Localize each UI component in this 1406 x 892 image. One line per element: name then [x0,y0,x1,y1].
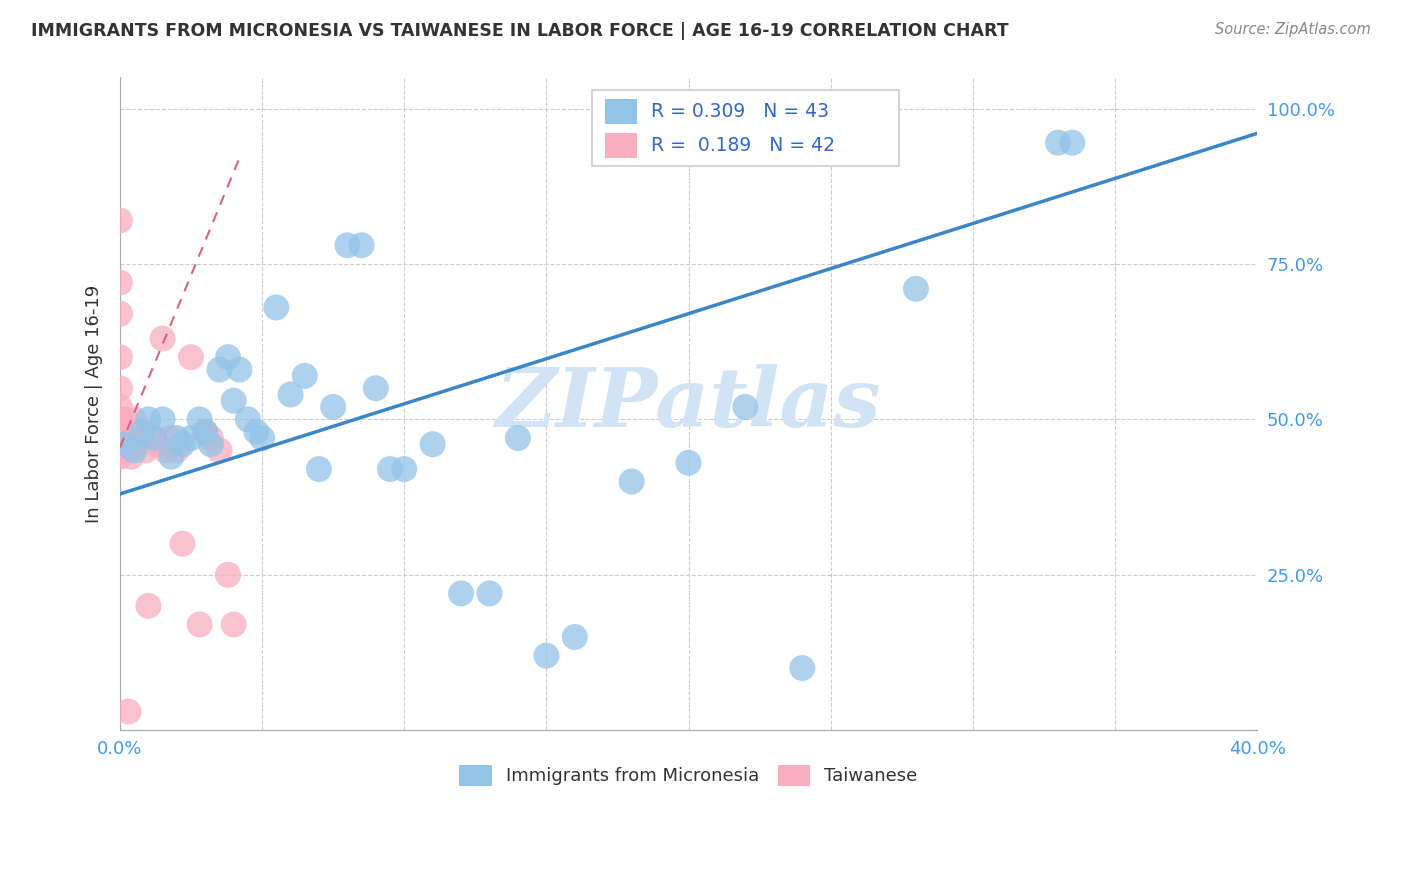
Point [111,425,134,439]
Point [200,431,222,445]
Point [114,412,136,426]
Point [188,617,211,632]
Point [108,443,131,458]
Point [108,400,131,414]
Point [143,431,166,445]
Text: ZIPatlas: ZIPatlas [496,364,882,444]
Point [250,431,273,445]
Point [236,412,259,426]
Point [108,307,131,321]
Point [108,276,131,290]
Point [536,648,558,663]
Point [160,450,183,464]
Point [336,238,359,252]
Point [378,462,401,476]
Point [114,431,136,445]
Point [364,381,387,395]
Point [450,586,472,600]
Point [166,431,188,445]
Point [108,425,131,439]
Point [111,443,134,458]
Point [1047,136,1070,150]
Point [166,443,188,458]
Point [792,661,814,675]
Point [128,425,150,439]
Point [108,213,131,227]
Point [146,437,169,451]
Point [620,475,643,489]
Point [108,450,131,464]
Point [266,301,288,315]
Point [194,425,217,439]
Point [322,400,344,414]
Point [160,431,183,445]
Point [152,412,174,426]
Point [194,425,217,439]
Point [394,462,416,476]
Point [294,368,316,383]
Point [108,437,131,451]
Text: R = 0.309   N = 43: R = 0.309 N = 43 [651,102,830,120]
Point [478,586,501,600]
Point [208,443,231,458]
Point [280,387,302,401]
Point [217,350,239,364]
Legend: Immigrants from Micronesia, Taiwanese: Immigrants from Micronesia, Taiwanese [453,757,925,793]
Point [131,425,153,439]
Point [114,437,136,451]
Point [734,400,756,414]
Point [108,431,131,445]
Point [122,431,145,445]
Point [135,443,157,458]
Point [222,617,245,632]
Point [172,537,194,551]
Point [904,282,927,296]
Point [138,599,160,613]
Point [208,362,231,376]
Point [172,437,194,451]
Point [108,381,131,395]
Point [506,431,529,445]
Point [108,412,131,426]
Point [245,425,267,439]
Point [152,332,174,346]
Point [180,350,202,364]
Point [125,437,148,451]
Point [138,412,160,426]
Point [422,437,444,451]
Point [122,443,145,458]
Text: R =  0.189   N = 42: R = 0.189 N = 42 [651,136,835,155]
Point [108,350,131,364]
Bar [606,133,637,158]
Point [678,456,700,470]
Bar [592,90,898,166]
Point [117,443,139,458]
Point [564,630,586,644]
Point [217,567,239,582]
Point [350,238,373,252]
Point [200,437,222,451]
Y-axis label: In Labor Force | Age 16-19: In Labor Force | Age 16-19 [86,285,103,523]
Point [155,443,177,458]
Point [228,362,250,376]
Point [131,425,153,439]
Text: Source: ZipAtlas.com: Source: ZipAtlas.com [1215,22,1371,37]
Point [120,450,142,464]
Point [143,431,166,445]
Point [122,412,145,426]
Point [188,412,211,426]
Point [1062,136,1084,150]
Point [308,462,330,476]
Point [117,425,139,439]
Point [180,431,202,445]
Point [117,705,139,719]
Text: IMMIGRANTS FROM MICRONESIA VS TAIWANESE IN LABOR FORCE | AGE 16-19 CORRELATION C: IMMIGRANTS FROM MICRONESIA VS TAIWANESE … [31,22,1008,40]
Point [222,393,245,408]
Point [120,431,142,445]
Bar [606,99,637,123]
